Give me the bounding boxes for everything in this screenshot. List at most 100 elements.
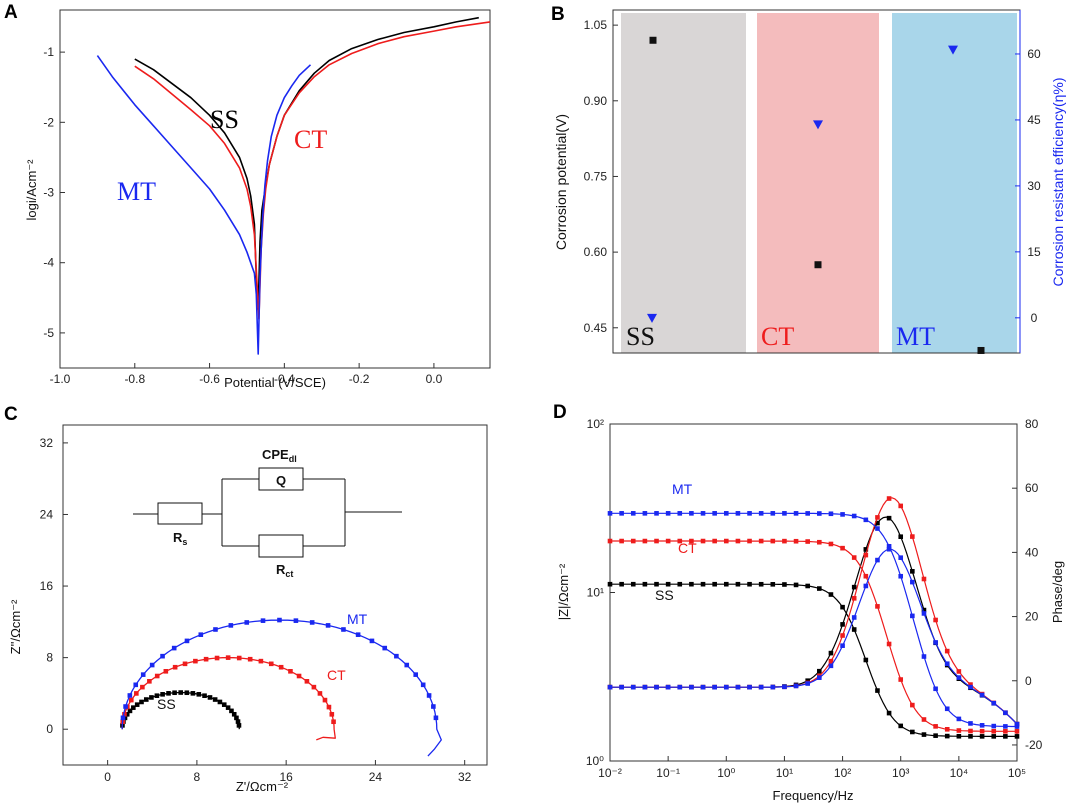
bode-magnitude-point-ct xyxy=(921,717,927,722)
panel-b-ytick-label: 1.05 xyxy=(584,18,608,32)
panel-d-label-ct: CT xyxy=(678,540,697,556)
bode-phase-point-mt xyxy=(991,700,997,706)
bode-magnitude-point-ss xyxy=(1014,734,1020,739)
bode-phase-point-mt xyxy=(607,684,613,690)
rs-resistor xyxy=(157,502,203,525)
nyquist-point-ct xyxy=(236,655,242,661)
bode-magnitude-point-ct xyxy=(817,539,822,545)
panel-b-ytick-label: 0.60 xyxy=(584,245,608,259)
panel-d-xtick-label: 10⁵ xyxy=(1008,766,1026,780)
bode-phase-point-mt xyxy=(968,684,973,690)
bode-magnitude-point-ss xyxy=(630,581,636,587)
panel-b-ytick-label: 0.75 xyxy=(584,169,608,183)
panel-c-label-mt: MT xyxy=(347,611,368,627)
bode-phase-point-mt xyxy=(979,692,985,698)
nyquist-point-mt xyxy=(228,623,234,628)
nyquist-point-mt xyxy=(369,638,375,644)
nyquist-point-mt xyxy=(325,623,331,628)
band-ss xyxy=(621,13,746,353)
bode-magnitude-point-ct xyxy=(793,538,799,544)
bode-phase-point-mt xyxy=(1014,721,1020,727)
bode-magnitude-point-ss xyxy=(933,733,938,738)
panel-d-ytick-label: 10² xyxy=(587,417,604,431)
panel-a-xtick-label: -0.4 xyxy=(274,372,295,386)
bode-phase-point-mt xyxy=(805,681,810,686)
bode-phase-point-ct xyxy=(910,534,915,539)
bode-magnitude-point-ss xyxy=(956,733,962,739)
nyquist-point-ct xyxy=(317,691,323,696)
panel-c-frame xyxy=(62,424,488,766)
bode-magnitude-point-ct xyxy=(898,677,904,682)
panel-a-xtick-label: -1.0 xyxy=(50,372,71,386)
bode-phase-point-mt xyxy=(654,684,659,690)
bode-magnitude-point-ct xyxy=(863,573,869,579)
bode-magnitude-point-ct xyxy=(747,538,752,544)
panel-b-ytick-right-label: 15 xyxy=(1027,245,1041,259)
bode-phase-point-ss xyxy=(875,520,880,526)
bode-magnitude-point-ss xyxy=(793,582,799,588)
nyquist-point-ct xyxy=(163,669,169,674)
bode-magnitude-point-ss xyxy=(723,581,729,587)
bode-magnitude-point-ct xyxy=(944,726,950,732)
nyquist-point-mt xyxy=(149,662,155,668)
nyquist-point-mt xyxy=(394,653,399,659)
equivalent-circuit xyxy=(133,467,402,558)
nyquist-point-mt xyxy=(431,704,436,709)
bode-phase-point-ss xyxy=(898,534,904,539)
bode-phase-point-mt xyxy=(840,643,845,648)
nyquist-point-ct xyxy=(278,664,284,670)
bode-phase-point-ct xyxy=(851,596,857,601)
bode-magnitude-point-ct xyxy=(689,538,694,544)
bode-magnitude-point-ss xyxy=(898,723,904,729)
nyquist-point-mt xyxy=(140,672,146,677)
panel-d-xtick-label: 10⁰ xyxy=(717,766,735,780)
bode-magnitude-point-ct xyxy=(677,538,683,544)
bode-phase-point-ss xyxy=(828,650,834,656)
band-ct xyxy=(757,13,879,353)
bode-phase-fit-ct xyxy=(610,497,1018,725)
panel-a-ytick-label: -4 xyxy=(43,256,54,270)
bode-magnitude-point-ss xyxy=(840,604,845,610)
bode-phase-point-ss xyxy=(886,515,892,521)
nyquist-point-ss xyxy=(196,692,202,697)
nyquist-point-ct xyxy=(288,669,293,674)
bode-phase-point-mt xyxy=(1003,710,1008,716)
nyquist-point-ct xyxy=(134,691,139,696)
bode-magnitude-fit-ct xyxy=(610,540,1017,732)
nyquist-point-ct xyxy=(296,673,302,679)
nyquist-point-mt xyxy=(355,632,361,637)
panel-d-xtick-label: 10⁻² xyxy=(598,766,622,780)
panel-a-ytick-label: -2 xyxy=(43,115,54,129)
nyquist-point-ss xyxy=(154,693,160,698)
panel-c-ytick-label: 0 xyxy=(46,722,53,736)
panel-a-ytick-label: -1 xyxy=(43,45,54,59)
potential-marker-ct xyxy=(814,261,822,269)
bode-magnitude-point-ct xyxy=(630,538,636,544)
panel-d-xlabel: Frequency/Hz xyxy=(773,788,854,803)
bode-phase-point-mt xyxy=(642,684,648,690)
bode-magnitude-point-ss xyxy=(910,729,915,735)
rs-label: Rs xyxy=(173,530,187,547)
bode-magnitude-point-ss xyxy=(677,581,683,587)
panel-d-xtick-label: 10³ xyxy=(892,766,909,780)
bode-magnitude-point-mt xyxy=(770,511,776,516)
bode-magnitude-point-ct xyxy=(1003,729,1008,734)
panel-c-label-ss: SS xyxy=(157,696,176,712)
nyquist-point-mt xyxy=(433,715,439,721)
nyquist-point-ss xyxy=(131,705,136,710)
nyquist-point-mt xyxy=(404,662,410,668)
nyquist-point-ct xyxy=(182,661,188,667)
panel-a-frame xyxy=(59,9,491,369)
bode-phase-point-ct xyxy=(828,658,834,664)
nyquist-point-ss xyxy=(149,695,154,700)
cpe-label: CPEdl xyxy=(262,447,297,464)
bode-magnitude-point-mt xyxy=(677,511,683,516)
nyquist-point-ss xyxy=(225,705,231,710)
panel-d-ytick-right-label: 0 xyxy=(1025,674,1032,688)
nyquist-point-ct xyxy=(214,655,220,661)
bode-magnitude-point-ct xyxy=(654,538,659,544)
bode-phase-point-mt xyxy=(723,684,729,690)
panel-d-xtick-label: 10⁻¹ xyxy=(656,766,680,780)
panel-c-ytick-label: 32 xyxy=(40,436,54,450)
